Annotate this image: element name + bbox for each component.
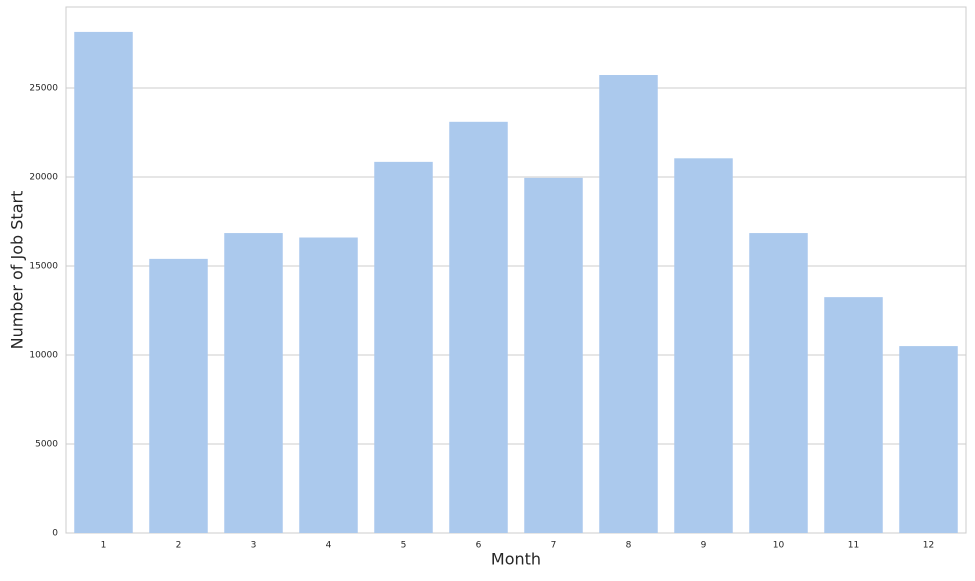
y-tick-label: 25000 xyxy=(29,83,58,93)
x-tick-label: 1 xyxy=(101,541,107,551)
y-tick-label: 5000 xyxy=(35,439,58,449)
bar xyxy=(524,177,583,534)
bar xyxy=(299,237,358,533)
bar xyxy=(149,258,208,533)
x-tick-label: 12 xyxy=(923,541,934,551)
bar xyxy=(374,161,433,533)
bar xyxy=(749,233,808,533)
grid xyxy=(66,87,966,534)
x-tick-label: 2 xyxy=(176,541,182,551)
bar xyxy=(899,346,958,533)
y-tick-label: 10000 xyxy=(29,350,58,360)
y-tick-label: 20000 xyxy=(29,172,58,182)
bar xyxy=(824,297,883,533)
x-axis-label: Month xyxy=(491,550,541,569)
x-tick-label: 7 xyxy=(551,541,557,551)
x-tick-label: 9 xyxy=(701,541,707,551)
bar xyxy=(599,74,658,534)
x-tick-label: 3 xyxy=(251,541,257,551)
x-tick-label: 4 xyxy=(326,541,332,551)
bar xyxy=(449,121,508,533)
y-tick-label: 15000 xyxy=(29,261,58,271)
x-tick-label: 11 xyxy=(848,541,859,551)
x-tick-label: 6 xyxy=(476,541,482,551)
x-tick-label: 10 xyxy=(773,541,785,551)
x-tick-label: 8 xyxy=(626,541,632,551)
plot-frame xyxy=(65,6,967,534)
bar xyxy=(74,31,133,534)
bars xyxy=(74,31,958,534)
bar xyxy=(674,158,733,534)
x-tick-label: 5 xyxy=(401,541,407,551)
y-axis-label: Number of Job Start xyxy=(8,191,27,350)
y-tick-label: 0 xyxy=(52,529,58,539)
bar xyxy=(224,233,283,533)
